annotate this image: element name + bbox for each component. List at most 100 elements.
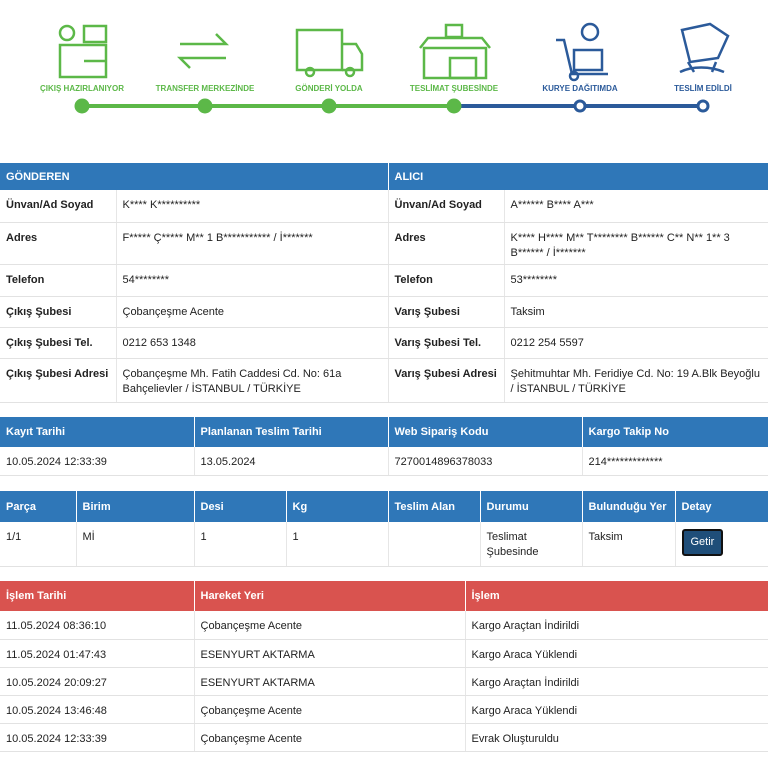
cell: Çobançeşme Acente [194,723,466,752]
cell-text: 0212 254 5597 [510,336,584,349]
header-row: GÖNDEREN ALICI [0,163,768,190]
cell: K**** H**** M** T******** B****** C** N*… [504,222,768,265]
cell: Kargo Araca Yüklendi [465,695,768,724]
cell-text: F***** Ç***** M** 1 B*********** / İ****… [122,231,313,244]
cell-text: Çobançeşme Acente [122,305,225,318]
cell-text: 1/1 [6,531,22,543]
step-label: TESLİMAT ŞUBESİNDE [409,84,499,93]
row: 1/1 Mİ 1 1 Teslimat Şubesinde Taksim Getir [0,522,768,567]
cell: 0212 254 5597 [504,327,768,359]
cell-text: 54******** [122,273,169,286]
cell-text: 11.05.2024 01:47:43 [6,648,107,661]
cell: Teslimat Şubesinde [480,522,583,567]
cell: Varış Şubesi [388,296,505,328]
row: 10.05.2024 12:33:39 13.05.2024 72700148963… [0,447,768,476]
header-row: İşlem Tarihi Hareket Yeri İşlem [0,581,768,611]
cell-text: Varış Şubesi Tel. [394,336,482,349]
row: 10.05.2024 20:09:27 ESENYURT AKTARMA Kargo… [0,667,768,696]
cell-text: Kargo Araçtan İndirildi [471,620,580,632]
history-table: İşlem Tarihi Hareket Yeri İşlem 11.05.2024 … [0,581,768,752]
cell: 1 [194,522,287,567]
header-cell: Desi [194,491,287,522]
cell-text: Telefon [6,273,45,286]
cell-text: Çobançeşme Acente [200,704,303,717]
cell: Çobançeşme Mh. Fatih Caddesi Cd. No: 61a… [116,358,389,403]
header-row: Kayıt Tarihi Planlanan Teslim Tarihi Web S… [0,417,768,447]
header-row: Parça Birim Desi Kg Teslim Alan Durumu Bulundu… [0,491,768,522]
step-label: KURYE DAĞITIMDA [542,84,618,93]
cell-text: Çobançeşme Mh. Fatih Caddesi Cd. No: 61a… [122,367,342,395]
cell-text: 1 [292,531,299,543]
cell-text: Evrak Oluşturuldu [471,732,559,745]
cell: 10.05.2024 12:33:39 [0,723,195,752]
header-cell: Bulunduğu Yer [582,491,676,522]
cell-text: 1 [200,531,207,543]
cell: Taksim [582,522,676,567]
cell-text: 10.05.2024 20:09:27 [6,676,107,689]
cell-text: 7270014896378033 [394,456,493,468]
cell-text: Adres [6,231,38,244]
cell: 13.05.2024 [194,447,389,476]
header-cell: Kg [286,491,389,522]
cell: 11.05.2024 01:47:43 [0,639,195,668]
cell: Ünvan/Ad Soyad [388,190,505,223]
cell-text: Şehitmuhtar Mh. Feridiye Cd. No: 19 A.Bl… [510,367,760,395]
row: 10.05.2024 13:46:48 Çobançeşme Acente Karg… [0,695,768,724]
step-icons [58,22,730,82]
header-cell: Detay [675,491,768,522]
cell-text: Çıkış Şubesi [6,305,72,318]
row: 11.05.2024 08:36:10 Çobançeşme Acente Karg… [0,611,768,640]
cell: Çobançeşme Acente [194,695,466,724]
cell-text: ESENYURT AKTARMA [200,676,315,689]
header-cell: Planlanan Teslim Tarihi [194,417,389,447]
cell: Kargo Araca Yüklendi [465,639,768,668]
step-label: TRANSFER MERKEZİNDE [155,84,255,93]
header-cell: Web Sipariş Kodu [388,417,583,447]
cell-text: ESENYURT AKTARMA [200,648,315,661]
cell: Telefon [388,264,505,297]
cell-text: Varış Şubesi Adresi [394,367,497,380]
step-dots [74,98,710,114]
cell: ESENYURT AKTARMA [194,639,466,668]
cell-text: 11.05.2024 08:36:10 [6,620,107,632]
cell: Varış Şubesi Tel. [388,327,505,359]
cell-text: Teslimat Şubesinde [486,531,539,558]
info-table: Kayıt Tarihi Planlanan Teslim Tarihi Web S… [0,417,768,476]
cell: Çobançeşme Acente [194,611,466,640]
cell: 1 [286,522,389,567]
cell: Taksim [504,296,768,328]
row: Çıkış Şubesi Adresi Çobançeşme Mh. Fatih … [0,358,768,403]
cell: Telefon [0,264,117,297]
cell: ESENYURT AKTARMA [194,667,466,696]
detail-button[interactable]: Getir [681,529,724,556]
cell: 54******** [116,264,389,297]
cell-text: Ünvan/Ad Soyad [6,199,94,211]
cell: A****** B**** A*** [504,190,768,223]
cell-text: K**** K********** [122,199,201,211]
cell: Mİ [76,522,195,567]
cell: 53******** [504,264,768,297]
cell: Adres [0,222,117,265]
header-cell: Kargo Takip No [582,417,768,447]
row: Telefon 54******** Telefon 53******** [0,264,768,297]
cell-text: Çobançeşme Acente [200,620,303,632]
cell: 11.05.2024 08:36:10 [0,611,195,640]
cell-text: 53******** [510,273,557,286]
cell: Evrak Oluşturuldu [465,723,768,752]
cell: K**** K********** [116,190,389,223]
cell-text: A****** B**** A*** [510,199,594,211]
cell: Adres [388,222,505,265]
cell-text: 13.05.2024 [200,456,256,468]
cell: 10.05.2024 20:09:27 [0,667,195,696]
cell-text: 0212 653 1348 [122,336,196,349]
cell-text: Mİ [82,531,95,543]
cell-text: Adres [394,231,426,244]
cell: 214************* [582,447,768,476]
cell-text: 214************* [588,456,663,468]
cell: 7270014896378033 [388,447,583,476]
row: 10.05.2024 12:33:39 Çobançeşme Acente Evra… [0,723,768,752]
cell-text: Kargo Araçtan İndirildi [471,676,580,689]
step-label: GÖNDERİ YOLDA [295,84,363,93]
cell: F***** Ç***** M** 1 B*********** / İ****… [116,222,389,265]
